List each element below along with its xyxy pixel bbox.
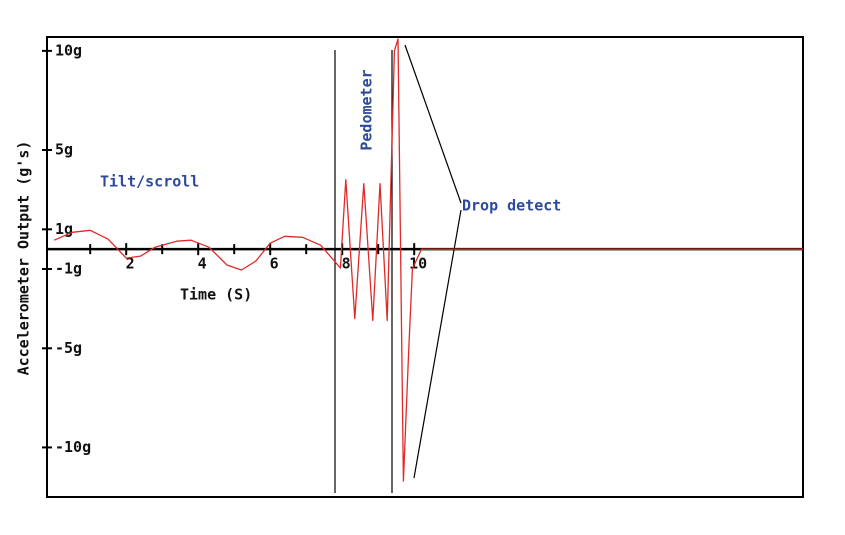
drop-pointer-lower: [413, 209, 462, 479]
x-tick-label: 2: [126, 255, 135, 273]
annotation: Drop detect: [462, 197, 561, 215]
y-tick-label: -1g: [55, 259, 82, 277]
x-tick-label: 6: [270, 255, 279, 273]
y-axis-title: Accelerometer Output (g's): [15, 141, 33, 376]
y-tick-label: -5g: [55, 339, 82, 357]
x-tick-label: 8: [342, 255, 351, 273]
x-tick-label: 10: [409, 255, 427, 273]
x-tick-label: 4: [198, 255, 207, 273]
plot-frame: [46, 36, 804, 498]
drop-pointer-upper: [404, 44, 462, 204]
data-line: [53, 38, 803, 482]
x-axis-title: Time (S): [180, 286, 252, 304]
y-tick-label: 1g: [55, 220, 73, 238]
y-tick-label: 5g: [55, 141, 73, 159]
y-tick-label: 10g: [55, 41, 82, 59]
annotation: Pedometer: [358, 69, 376, 150]
annotation: Tilt/scroll: [100, 173, 199, 191]
y-tick-label: -10g: [55, 438, 91, 456]
